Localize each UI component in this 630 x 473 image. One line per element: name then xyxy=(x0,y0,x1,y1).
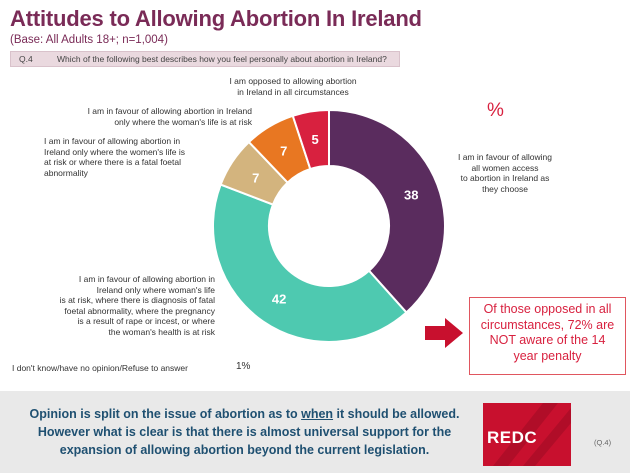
question-bar: Q.4 Which of the following best describe… xyxy=(10,51,400,67)
label-life-risk-line: only where the woman's life is at risk xyxy=(114,116,252,127)
label-fatal: I am in favour of allowing abortion in I… xyxy=(44,136,219,178)
question-text: Which of the following best describes ho… xyxy=(57,54,387,64)
slice-value-label: 42 xyxy=(272,291,286,306)
conclusion-text: Opinion is split on the issue of abortio… xyxy=(22,405,467,459)
label-opposed: I am opposed to allowing abortion in Ire… xyxy=(218,76,368,97)
logo-stripes-icon xyxy=(493,403,571,466)
conclusion-part: it should be allowed. However what is cl… xyxy=(37,407,460,457)
label-health-line: I am in favour of allowing abortion in xyxy=(78,274,215,284)
label-all-women-line: they choose xyxy=(482,183,528,194)
callout-line: circumstances, 72% are xyxy=(480,317,615,332)
question-number: Q.4 xyxy=(19,54,33,64)
slice-value-label: 7 xyxy=(252,170,259,185)
donut-slice xyxy=(328,108,446,314)
callout-line: Of those opposed in all xyxy=(483,302,612,316)
percent-sign: % xyxy=(487,100,504,121)
slice-value-label: 5 xyxy=(311,132,318,147)
label-life-risk: I am in favour of allowing abortion in I… xyxy=(40,106,252,127)
label-life-risk-line: I am in favour of allowing abortion in I… xyxy=(87,106,252,116)
callout-box: Of those opposed in all circumstances, 7… xyxy=(469,297,626,375)
dont-know-label: I don't know/have no opinion/Refuse to a… xyxy=(12,363,188,373)
label-all-women-line: to abortion in Ireland as xyxy=(460,173,550,183)
callout-line: year penalty xyxy=(513,348,582,363)
page-title: Attitudes to Allowing Abortion In Irelan… xyxy=(10,6,422,31)
logo-text: REDC xyxy=(487,428,538,447)
label-all-women: I am in favour of allowing all women acc… xyxy=(440,152,570,194)
label-health-line: is at risk, where there is diagnosis of … xyxy=(59,295,215,305)
label-fatal-line: Ireland only where the women's life is xyxy=(44,146,185,157)
question-ref: (Q.4) xyxy=(594,438,612,447)
callout-line: NOT aware of the 14 xyxy=(489,333,606,347)
conclusion-emphasis: when xyxy=(301,407,334,421)
base-note: (Base: All Adults 18+; n=1,004) xyxy=(10,34,168,46)
label-all-women-line: all women access xyxy=(471,162,539,173)
donut-slice xyxy=(212,183,408,343)
slice-value-label: 38 xyxy=(404,188,418,203)
donut-slice xyxy=(291,108,330,171)
label-fatal-line: at risk or where there is a fatal foetal xyxy=(44,157,182,167)
label-fatal-line: abnormality xyxy=(44,167,88,178)
label-opposed-line: in Ireland in all circumstances xyxy=(237,86,349,97)
label-health-line: Ireland only where woman's life xyxy=(96,284,215,295)
label-health: I am in favour of allowing abortion in I… xyxy=(40,274,215,337)
label-fatal-line: I am in favour of allowing abortion in xyxy=(44,136,181,146)
label-all-women-line: I am in favour of allowing xyxy=(457,152,553,162)
label-opposed-line: I am opposed to allowing abortion xyxy=(229,76,357,86)
label-health-line: foetal abnormality, where the pregnancy xyxy=(64,305,215,316)
slice-value-label: 7 xyxy=(280,143,287,158)
label-health-line: the woman's health is at risk xyxy=(108,326,215,337)
conclusion-part: Opinion is split on the issue of abortio… xyxy=(29,407,302,421)
label-health-line: is a result of rape or incest, or where xyxy=(77,316,215,326)
dont-know-value: 1% xyxy=(236,361,251,372)
redc-logo xyxy=(483,403,571,466)
arrow-right-icon xyxy=(425,318,463,348)
